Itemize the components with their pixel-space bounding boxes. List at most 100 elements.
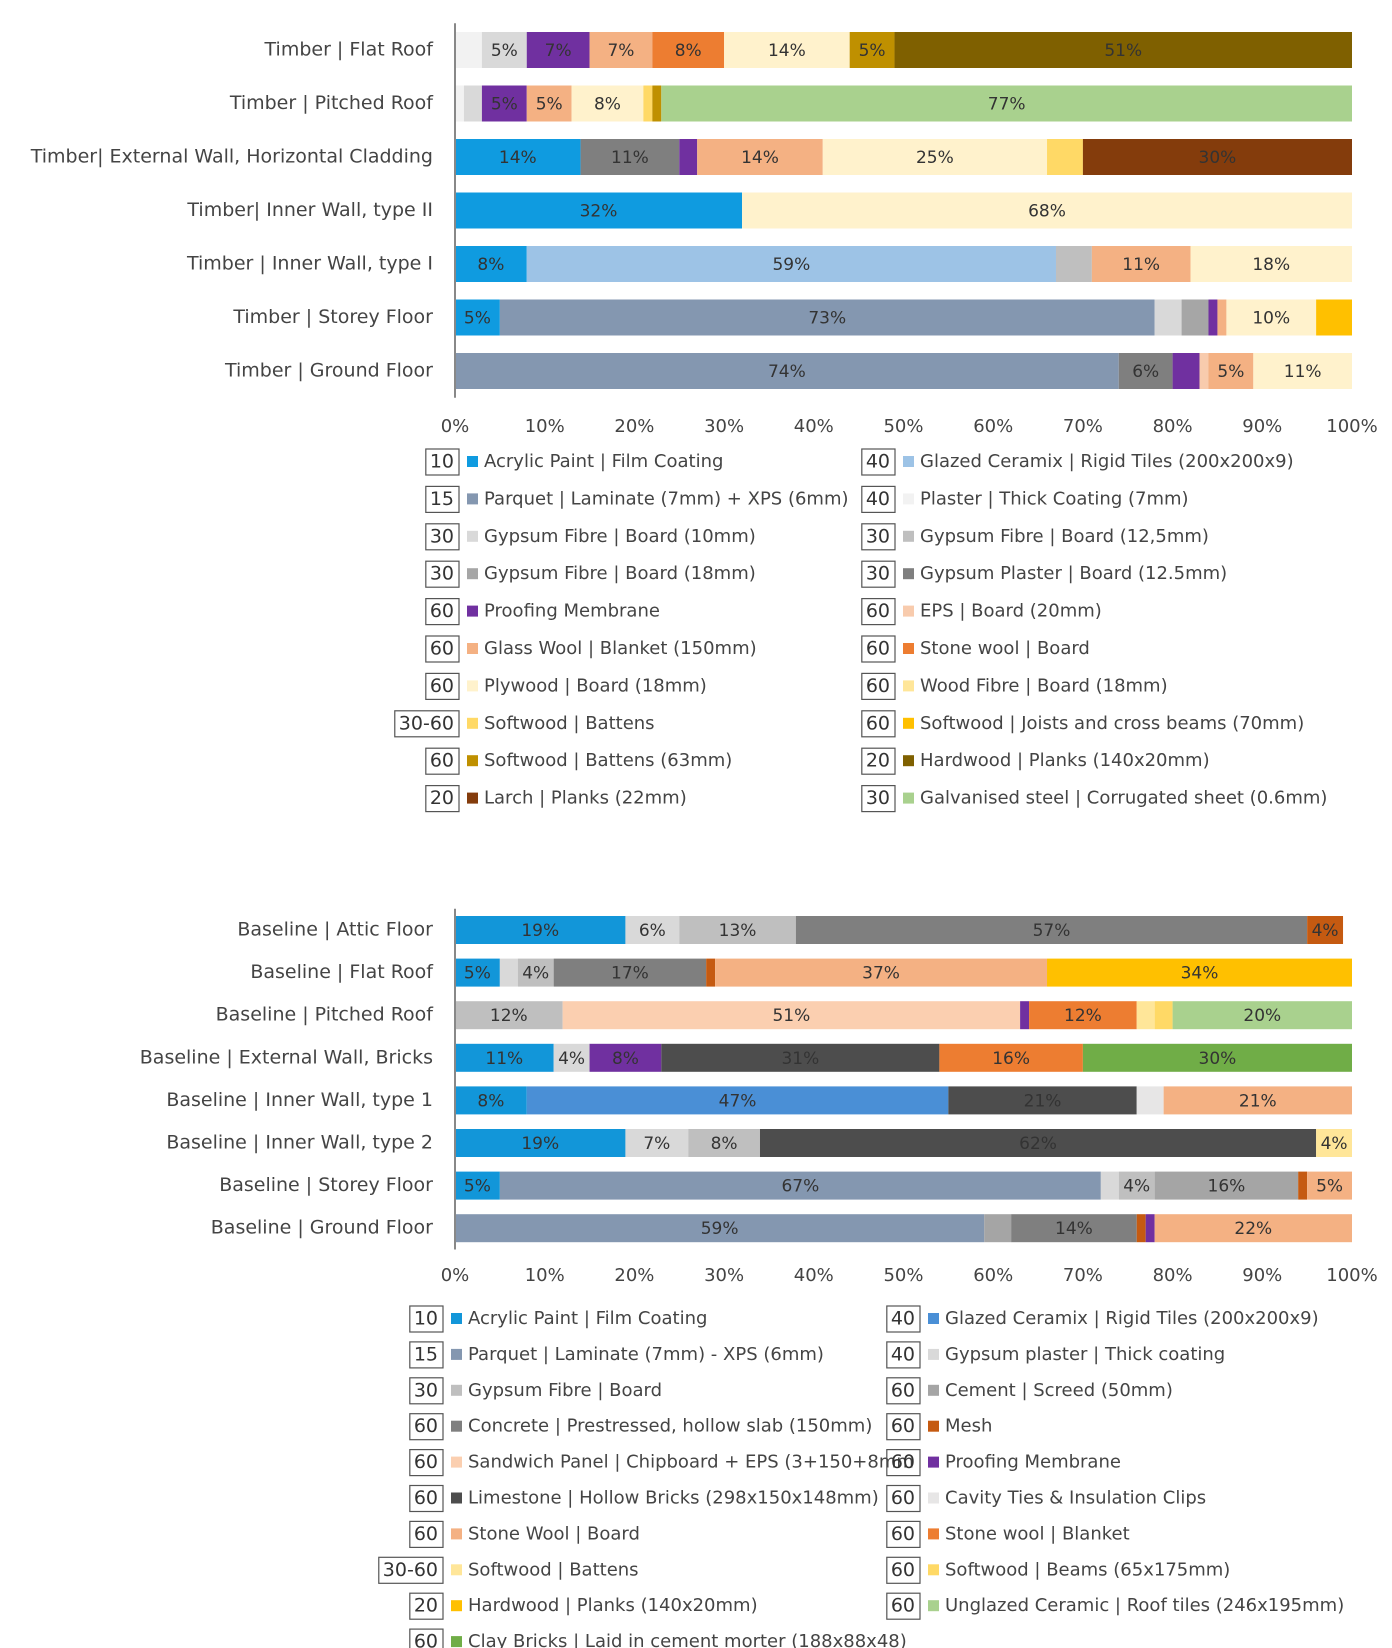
legend-label: Gypsum plaster | Thick coating: [945, 1344, 1225, 1365]
legend-label: Hardwood | Planks (140x20mm): [468, 1595, 758, 1616]
data-label: 21%: [1024, 1091, 1062, 1111]
legend-swatch: [903, 568, 914, 580]
service-life: 60: [891, 1595, 915, 1617]
legend-label: Acrylic Paint | Film Coating: [468, 1308, 707, 1329]
legend-label: Parquet | Laminate (7mm) + XPS (6mm): [484, 488, 849, 509]
legend-swatch: [451, 1528, 462, 1540]
bar-segment: [1136, 1086, 1164, 1115]
data-label: 32%: [580, 202, 618, 222]
service-life: 10: [414, 1308, 438, 1330]
bar-segment: [1029, 1001, 1137, 1030]
category-label: Timber | Storey Floor: [232, 306, 433, 328]
x-tick-label: 30%: [704, 416, 744, 437]
legend-label: Proofing Membrane: [945, 1452, 1121, 1473]
bar-segment: [1172, 1001, 1352, 1030]
data-label: 51%: [1104, 41, 1142, 61]
category-label: Timber| Inner Wall, type II: [186, 199, 433, 221]
service-life-box: [425, 448, 460, 476]
bar-segment: [455, 85, 464, 122]
data-label: 30%: [1199, 148, 1237, 168]
service-life-box: [861, 635, 896, 663]
bar-segment: [455, 192, 743, 229]
category-label: Timber| External Wall, Horizontal Claddi…: [30, 146, 433, 168]
bar-segment: [643, 85, 653, 122]
legend-label: Stone Wool | Board: [468, 1523, 640, 1544]
data-label: 4%: [1312, 921, 1339, 941]
category-label: Timber | Flat Roof: [264, 39, 435, 61]
bar-segment: [455, 958, 500, 987]
x-tick-label: 60%: [973, 1265, 1013, 1286]
data-label: 68%: [1028, 202, 1066, 222]
category-label: Baseline | Storey Floor: [219, 1174, 433, 1196]
service-life: 15: [430, 488, 454, 510]
legend-swatch: [903, 456, 914, 467]
legend-label: Softwood | Joists and cross beams (70mm): [920, 713, 1304, 734]
legend-label: Concrete | Prestressed, hollow slab (150…: [468, 1416, 872, 1437]
bar-segment: [1082, 1043, 1352, 1072]
data-label: 14%: [768, 41, 806, 61]
service-life-box: [378, 1556, 444, 1584]
service-life: 60: [414, 1451, 438, 1473]
legend-label: Limestone | Hollow Bricks (298x150x148mm…: [468, 1488, 879, 1509]
service-life: 60: [866, 600, 890, 622]
bar-segment: [1154, 1214, 1352, 1243]
legend-label: Glazed Ceramix | Rigid Tiles (200x200x9): [920, 451, 1294, 472]
x-tick-label: 20%: [614, 1265, 654, 1286]
data-label: 17%: [611, 964, 649, 984]
bar-segment: [455, 1171, 500, 1200]
bar-segment: [589, 32, 653, 68]
data-label: 5%: [464, 964, 491, 984]
data-label: 14%: [1055, 1219, 1093, 1239]
data-label: 13%: [719, 921, 757, 941]
legend-label: Plaster | Thick Coating (7mm): [920, 488, 1189, 509]
service-life: 20: [414, 1595, 438, 1617]
legend-label: Softwood | Battens (63mm): [484, 750, 732, 771]
bar-segment: [1136, 1214, 1146, 1243]
data-label: 7%: [607, 41, 634, 61]
data-label: 14%: [741, 148, 779, 168]
service-life: 40: [866, 488, 890, 510]
legend-label: Glazed Ceramix | Rigid Tiles (200x200x9): [945, 1308, 1319, 1329]
x-tick-label: 100%: [1326, 416, 1377, 437]
legend-swatch: [467, 680, 478, 692]
legend-swatch: [451, 1456, 462, 1468]
service-life-box: [861, 560, 896, 588]
service-life: 60: [430, 750, 454, 772]
service-life-box: [409, 1341, 444, 1369]
legend-label: Parquet | Laminate (7mm) - XPS (6mm): [468, 1344, 824, 1365]
service-life-box: [409, 1448, 444, 1477]
legend-swatch: [467, 530, 478, 542]
service-life: 15: [414, 1343, 438, 1365]
data-label: 67%: [781, 1177, 819, 1197]
x-tick-label: 30%: [704, 1265, 744, 1286]
data-label: 10%: [1252, 309, 1290, 329]
data-label: 4%: [1123, 1177, 1150, 1197]
category-label: Baseline | Pitched Roof: [216, 1004, 435, 1026]
service-life: 30: [866, 563, 890, 585]
x-tick-label: 50%: [883, 1265, 923, 1286]
bar-segment: [661, 1043, 940, 1072]
legend-label: Softwood | Battens: [484, 713, 655, 734]
data-label: 6%: [1132, 362, 1159, 382]
legend-label: Cement | Screed (50mm): [945, 1380, 1173, 1401]
service-life: 30-60: [399, 712, 454, 734]
service-life: 20: [866, 750, 890, 772]
data-label: 18%: [1252, 255, 1290, 275]
bar-segment: [1118, 1171, 1155, 1200]
service-life: 60: [866, 675, 890, 697]
data-label: 22%: [1234, 1219, 1272, 1239]
service-life: 60: [891, 1451, 915, 1473]
x-tick-label: 90%: [1242, 1265, 1282, 1286]
data-label: 14%: [499, 148, 537, 168]
data-label: 16%: [1208, 1177, 1246, 1197]
legend-swatch: [928, 1420, 939, 1432]
legend-swatch: [903, 643, 914, 654]
bar-segment: [1020, 1001, 1030, 1030]
service-life: 60: [430, 675, 454, 697]
legend-swatch: [928, 1492, 939, 1504]
legend-label: Gypsum Fibre | Board (12,5mm): [920, 526, 1209, 547]
bar-segment: [553, 1043, 590, 1072]
x-tick-label: 90%: [1242, 416, 1282, 437]
data-label: 51%: [772, 1006, 810, 1026]
